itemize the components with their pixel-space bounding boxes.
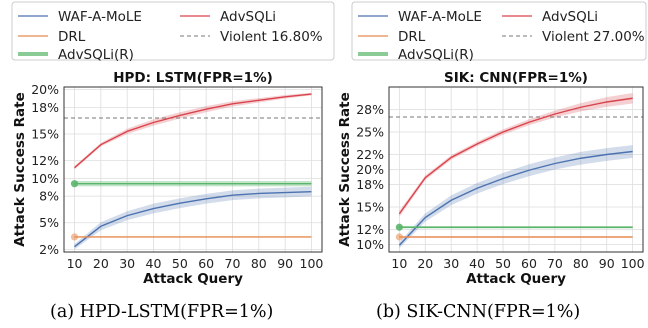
y-tick-label: 12% bbox=[31, 153, 59, 168]
grid bbox=[389, 87, 643, 252]
x-tick-label: 100 bbox=[621, 256, 645, 271]
grid bbox=[64, 87, 322, 252]
line-waf-a-mole bbox=[398, 150, 633, 246]
legend-label: Violent 27.00% bbox=[542, 29, 645, 45]
y-tick-label: 10% bbox=[31, 171, 59, 186]
y-tick-label: 15% bbox=[31, 127, 59, 142]
x-tick-label: 80 bbox=[251, 256, 267, 271]
legend-label: DRL bbox=[398, 29, 426, 45]
y-tick-label: 10% bbox=[356, 237, 384, 252]
legend-label: AdvSQLi(R) bbox=[398, 47, 474, 63]
legend: WAF-A-MoLE AdvSQLi DRL Violent 27.00% AdvSQL… bbox=[351, 1, 647, 63]
x-tick-label: 10 bbox=[391, 256, 407, 271]
x-tick-labels: 10 20 30 40 50 60 70 80 90 100 bbox=[67, 256, 324, 271]
line-advsqli bbox=[74, 93, 312, 169]
y-tick-label: 18% bbox=[31, 100, 59, 115]
legend-frame bbox=[11, 1, 335, 61]
legend-label: AdvSQLi(R) bbox=[58, 47, 134, 63]
x-tick-label: 40 bbox=[469, 256, 485, 271]
x-tick-label: 50 bbox=[172, 256, 188, 271]
series-lines bbox=[395, 97, 633, 246]
plot-frame bbox=[63, 86, 323, 253]
panel-b: WAF-A-MoLE AdvSQLi DRL Violent 27.00% AdvSQL… bbox=[337, 1, 647, 287]
x-axis-label: Attack Query bbox=[143, 271, 243, 287]
y-tick-label: 18% bbox=[356, 177, 384, 192]
band-waf-a-mole bbox=[399, 145, 633, 249]
y-tick-label: 22% bbox=[356, 147, 384, 162]
y-tick-label: 28% bbox=[356, 102, 384, 117]
legend: WAF-A-MoLE AdvSQLi DRL Violent 16.80% AdvSQL… bbox=[11, 1, 335, 63]
x-tick-label: 20 bbox=[417, 256, 433, 271]
y-tick-labels: 2% 5% 8% 10% 12% 15% 18% 20% bbox=[31, 82, 59, 257]
legend-label: WAF-A-MoLE bbox=[398, 9, 482, 25]
x-axis-label: Attack Query bbox=[466, 271, 566, 287]
figure-canvas: WAF-A-MoLE AdvSQLi DRL Violent 16.80% AdvSQL… bbox=[11, 1, 647, 287]
marker-advsqli-r- bbox=[70, 180, 79, 188]
y-tick-label: 12% bbox=[356, 222, 384, 237]
line-waf-a-mole bbox=[74, 190, 312, 248]
plot-frame bbox=[388, 86, 644, 253]
y-axis-label: Attack Success Rate bbox=[12, 92, 28, 247]
x-tick-label: 60 bbox=[198, 256, 214, 271]
y-tick-label: 20% bbox=[31, 82, 59, 97]
y-tick-label: 8% bbox=[39, 189, 59, 204]
y-tick-label: 2% bbox=[39, 242, 59, 257]
y-tick-labels: 10%12% 15% 18%20%22% 25% 28% bbox=[356, 102, 384, 252]
y-tick-label: 15% bbox=[356, 200, 384, 215]
x-tick-label: 10 bbox=[67, 256, 83, 271]
x-tick-label: 90 bbox=[599, 256, 615, 271]
band-advsqli bbox=[399, 93, 633, 217]
legend-label: AdvSQLi bbox=[220, 9, 276, 25]
x-tick-label: 70 bbox=[225, 256, 241, 271]
legend-frame bbox=[351, 1, 647, 61]
x-tick-label: 70 bbox=[547, 256, 563, 271]
x-tick-label: 30 bbox=[119, 256, 135, 271]
x-tick-labels: 10 20 30 40 50 60 70 80 90 100 bbox=[391, 256, 644, 271]
marker-drl bbox=[70, 233, 79, 241]
y-tick-label: 5% bbox=[39, 215, 59, 230]
band-advsqli bbox=[74, 92, 312, 170]
line-advsqli bbox=[398, 97, 633, 215]
y-axis-label: Attack Success Rate bbox=[337, 92, 353, 247]
x-tick-label: 20 bbox=[93, 256, 109, 271]
legend-label: AdvSQLi bbox=[542, 9, 598, 25]
x-tick-label: 100 bbox=[300, 256, 324, 271]
y-tick-label: 20% bbox=[356, 162, 384, 177]
x-tick-label: 40 bbox=[146, 256, 162, 271]
caption-b: (b) SIK-CNN(FPR=1%) bbox=[376, 302, 581, 322]
panel-a: WAF-A-MoLE AdvSQLi DRL Violent 16.80% AdvSQL… bbox=[11, 1, 335, 287]
x-tick-label: 90 bbox=[277, 256, 293, 271]
marker-drl bbox=[395, 233, 403, 241]
marker-advsqli-r- bbox=[395, 223, 403, 231]
chart-title: HPD: LSTM(FPR=1%) bbox=[113, 70, 273, 86]
caption-a: (a) HPD-LSTM(FPR=1%) bbox=[50, 302, 274, 322]
chart-title: SIK: CNN(FPR=1%) bbox=[444, 70, 588, 86]
legend-label: DRL bbox=[58, 29, 86, 45]
confidence-bands bbox=[74, 92, 312, 250]
x-tick-label: 30 bbox=[443, 256, 459, 271]
x-tick-label: 80 bbox=[573, 256, 589, 271]
legend-label: Violent 16.80% bbox=[220, 29, 323, 45]
x-tick-label: 50 bbox=[495, 256, 511, 271]
legend-label: WAF-A-MoLE bbox=[58, 9, 142, 25]
y-tick-label: 25% bbox=[356, 125, 384, 140]
series-lines bbox=[70, 93, 312, 248]
x-tick-label: 60 bbox=[521, 256, 537, 271]
